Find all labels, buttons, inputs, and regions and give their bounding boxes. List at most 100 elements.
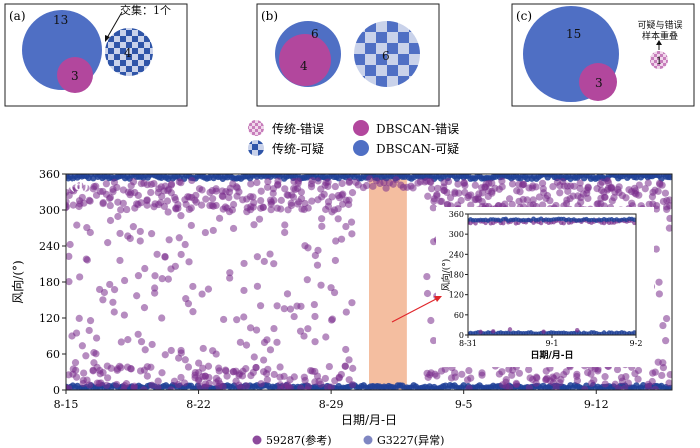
- point-ref: [644, 179, 652, 187]
- dbscan-error-circle-b: [279, 34, 331, 86]
- point-ref: [209, 226, 217, 235]
- point-ref: [286, 305, 295, 313]
- point-ref: [614, 185, 622, 193]
- inset-point-ref: [561, 221, 566, 226]
- point-ref: [69, 201, 77, 209]
- point-ref: [263, 336, 271, 344]
- point-ref: [304, 204, 312, 212]
- point-ref: [529, 196, 537, 204]
- point-ref: [538, 179, 547, 187]
- inset-pointer-arrow: [391, 297, 439, 323]
- legend-dbscan-suspect-label: DBSCAN-可疑: [376, 141, 459, 156]
- legend-series-abnormal-marker: [363, 435, 373, 445]
- point-ref: [294, 200, 302, 208]
- point-ref: [409, 184, 417, 192]
- point-ref: [313, 372, 322, 380]
- point-ref: [198, 186, 206, 194]
- point-ref: [158, 275, 166, 283]
- legend-series-ref-marker: [252, 435, 262, 445]
- point-ref: [78, 342, 86, 350]
- point-ref: [594, 367, 602, 375]
- point-ref: [240, 259, 248, 268]
- point-ref: [267, 206, 275, 214]
- point-ref: [116, 229, 124, 238]
- point-ref: [348, 230, 356, 238]
- point-ref: [263, 376, 271, 384]
- point-ref: [458, 370, 466, 378]
- point-ref: [151, 272, 159, 280]
- point-ref: [658, 371, 666, 380]
- point-ref: [204, 362, 213, 370]
- point-ref: [107, 364, 115, 372]
- point-ref: [85, 381, 94, 389]
- point-ref: [266, 250, 274, 258]
- point-ref: [86, 197, 94, 205]
- point-ref: [498, 183, 506, 191]
- point-ref: [140, 386, 148, 390]
- panel-c-label: (c): [516, 9, 532, 23]
- point-ref: [297, 384, 305, 390]
- point-ref: [66, 240, 74, 249]
- point-ref: [327, 316, 336, 324]
- point-ref: [147, 188, 155, 197]
- point-ref: [382, 184, 390, 192]
- point-ref: [465, 384, 473, 390]
- point-ref: [304, 382, 313, 390]
- point-ref: [219, 382, 227, 390]
- point-ref: [270, 260, 278, 268]
- point-ref: [113, 183, 121, 192]
- point-ref: [256, 302, 265, 310]
- venn-a-arrow: [106, 11, 123, 39]
- inset-point-ref: [473, 221, 478, 226]
- x-tick-label: 8-29: [319, 398, 344, 411]
- inset-point-ref: [507, 327, 513, 332]
- point-ref: [324, 202, 333, 210]
- point-ref: [310, 300, 318, 309]
- point-ref: [665, 224, 672, 232]
- point-ref: [257, 187, 265, 195]
- inset-point-abnormal: [632, 217, 636, 222]
- point-ref: [328, 193, 336, 201]
- point-ref: [242, 382, 251, 390]
- point-ref: [164, 275, 172, 283]
- point-ref: [140, 304, 149, 312]
- venn-a-count-4: 4: [124, 46, 132, 60]
- inset-point-ref: [632, 220, 636, 226]
- point-ref: [99, 368, 107, 377]
- point-ref: [270, 370, 278, 379]
- inset-y-tick-label: 120: [449, 291, 464, 300]
- point-ref: [105, 194, 114, 203]
- point-ref: [117, 364, 125, 372]
- point-ref: [274, 180, 282, 189]
- point-ref: [273, 302, 281, 310]
- point-ref: [331, 182, 339, 191]
- point-ref: [280, 305, 288, 313]
- inset-y-tick-label: 240: [449, 250, 464, 259]
- point-ref: [174, 201, 182, 209]
- venn-c-count-3: 3: [595, 76, 603, 90]
- panel-b-label: (b): [261, 9, 278, 23]
- point-ref: [229, 224, 238, 233]
- point-ref: [443, 188, 451, 197]
- venn-panel-c: (c) 15 3 1 可疑与错误 样本重叠: [511, 3, 695, 107]
- point-ref: [143, 196, 151, 205]
- point-ref: [72, 366, 80, 374]
- point-ref: [659, 321, 667, 330]
- point-ref: [651, 385, 659, 390]
- point-ref: [129, 223, 137, 231]
- point-ref: [324, 182, 332, 190]
- point-ref: [99, 296, 107, 304]
- point-ref: [334, 205, 342, 213]
- point-ref: [161, 351, 169, 359]
- point-ref: [102, 180, 110, 188]
- point-ref: [76, 273, 84, 281]
- point-ref: [229, 200, 238, 209]
- point-ref: [92, 182, 100, 190]
- point-ref: [82, 352, 90, 360]
- point-ref: [141, 346, 149, 354]
- point-ref: [117, 206, 125, 214]
- point-ref: [147, 363, 155, 371]
- y-tick-label: 360: [39, 168, 60, 181]
- point-ref: [119, 199, 127, 207]
